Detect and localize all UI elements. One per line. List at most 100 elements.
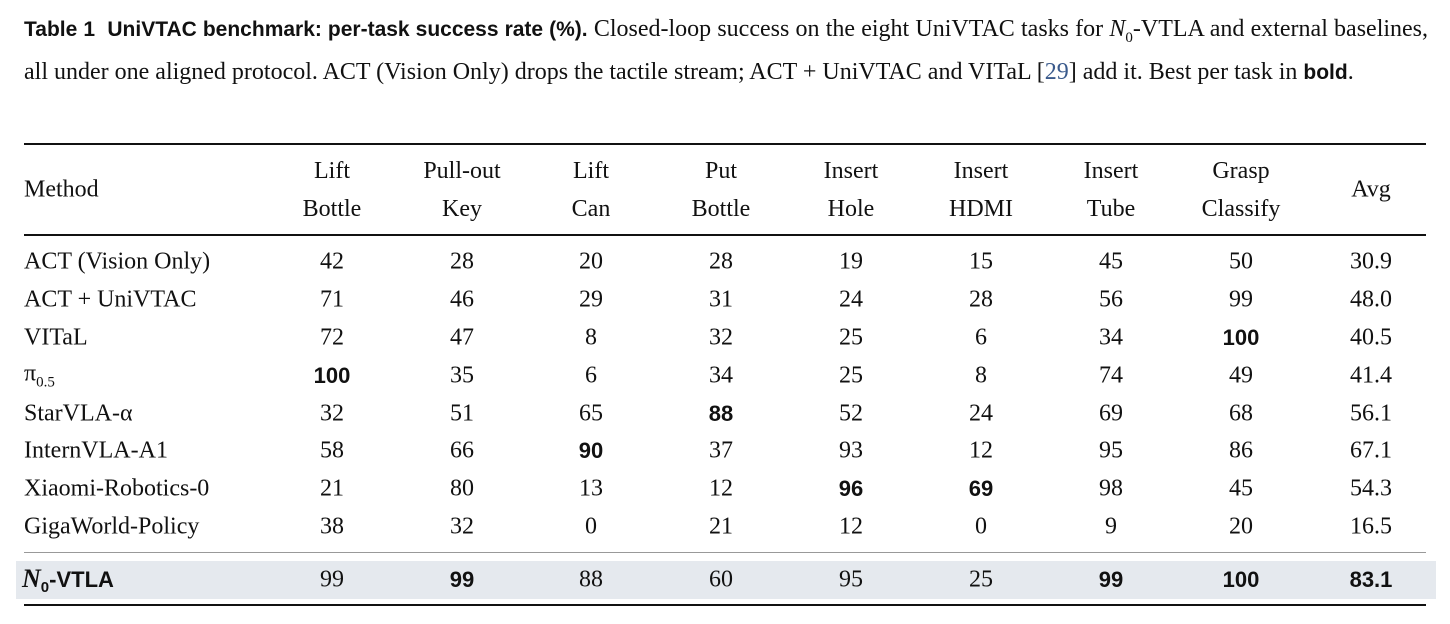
value-cell: 69 xyxy=(1099,400,1123,427)
value-cell: 71 xyxy=(320,286,344,313)
value-cell: 56 xyxy=(1099,286,1123,313)
value-cell-ours: 99 xyxy=(449,567,475,592)
header-line-1: Insert xyxy=(953,158,1009,184)
value-cell: 32 xyxy=(709,324,733,351)
method-cell: VITaL xyxy=(24,325,88,352)
method-label: π xyxy=(24,360,37,387)
header-line-1: Lift xyxy=(572,158,609,184)
value-cell: 37 xyxy=(709,437,733,464)
value-cell: 40.5 xyxy=(1350,324,1392,351)
table-header-rule xyxy=(24,234,1426,236)
value-cell: 16.5 xyxy=(1350,513,1392,540)
value-cell: 32 xyxy=(320,400,344,427)
header-col-8: Grasp Classify xyxy=(1202,152,1281,228)
method-cell: InternVLA-A1 xyxy=(24,438,168,465)
value-cell: 20 xyxy=(1229,513,1253,540)
value-cell: 24 xyxy=(839,286,863,313)
value-cell: 8 xyxy=(975,362,987,389)
value-cell: 31 xyxy=(709,286,733,313)
table-title: UniVTAC benchmark: per-task success rate… xyxy=(107,18,588,41)
ours-row-highlight xyxy=(16,561,1436,599)
value-cell: 15 xyxy=(969,248,993,275)
value-cell: 28 xyxy=(969,286,993,313)
header-col-7: Insert Tube xyxy=(1084,152,1139,228)
ours-suffix: -VTLA xyxy=(49,566,114,592)
value-cell: 38 xyxy=(320,513,344,540)
value-cell: 47 xyxy=(450,324,474,351)
method-label: VITaL xyxy=(24,324,88,351)
value-cell: 99 xyxy=(1229,286,1253,313)
method-label: GigaWorld-Policy xyxy=(24,513,200,540)
header-col-3: Lift Can xyxy=(572,152,611,228)
value-cell: 67.1 xyxy=(1350,437,1392,464)
header-line-1: Pull-out xyxy=(423,158,501,184)
table-separator-rule xyxy=(24,552,1426,553)
caption-text-1: Closed-loop success on the eight UniVTAC… xyxy=(593,16,1110,42)
method-cell: GigaWorld-Policy xyxy=(24,514,199,541)
value-cell: 54.3 xyxy=(1350,475,1392,502)
value-cell: 56.1 xyxy=(1350,400,1392,427)
value-cell: 96 xyxy=(838,476,864,501)
value-cell: 6 xyxy=(585,362,597,389)
header-line-1: Insert xyxy=(1083,158,1139,184)
caption-bold-word: bold xyxy=(1303,60,1348,84)
value-cell: 35 xyxy=(450,362,474,389)
method-cell: StarVLA-α xyxy=(24,401,133,428)
method-subscript: 0.5 xyxy=(36,374,55,391)
header-col-5: Insert Hole xyxy=(824,152,879,228)
method-label: ACT (Vision Only) xyxy=(24,248,211,275)
value-cell: 20 xyxy=(579,248,603,275)
header-line-1: Put xyxy=(704,158,738,184)
method-cell: π0.5 xyxy=(24,361,55,392)
value-cell-ours: 60 xyxy=(709,566,733,593)
value-cell: 80 xyxy=(450,475,474,502)
table-top-rule xyxy=(24,143,1426,145)
value-cell: 68 xyxy=(1229,400,1253,427)
citation-close: ] xyxy=(1068,58,1077,85)
value-cell: 13 xyxy=(579,475,603,502)
header-col-2: Pull-out Key xyxy=(423,152,500,228)
method-label: StarVLA-α xyxy=(24,400,133,427)
table-label: Table 1 xyxy=(24,18,95,41)
header-col-4: Put Bottle xyxy=(692,152,751,228)
caption-end: . xyxy=(1347,58,1354,85)
value-cell: 30.9 xyxy=(1350,248,1392,275)
citation-link[interactable]: 29 xyxy=(1044,58,1069,85)
header-line-2: Can xyxy=(571,196,611,222)
header-line-2: HDMI xyxy=(949,196,1013,222)
value-cell: 98 xyxy=(1099,475,1123,502)
header-line-1: Lift xyxy=(313,158,350,184)
method-label: Xiaomi-Robotics-0 xyxy=(24,475,210,502)
table-caption: Table 1 UniVTAC benchmark: per-task succ… xyxy=(24,12,1428,90)
value-cell: 21 xyxy=(709,513,733,540)
header-line-2: Bottle xyxy=(691,196,751,222)
value-cell: 90 xyxy=(578,438,604,463)
header-col-9: Avg xyxy=(1351,176,1391,203)
value-cell-ours: 95 xyxy=(839,566,863,593)
value-cell: 28 xyxy=(709,248,733,275)
citation-open: [ xyxy=(1036,58,1045,85)
model-subscript: 0 xyxy=(1125,29,1133,46)
value-cell-ours: 99 xyxy=(320,566,344,593)
header-method: Method xyxy=(24,176,99,203)
value-cell: 6 xyxy=(975,324,987,351)
method-label: ACT + UniVTAC xyxy=(24,286,197,313)
value-cell: 48.0 xyxy=(1350,286,1392,313)
method-label: InternVLA-A1 xyxy=(24,437,168,464)
value-cell: 12 xyxy=(709,475,733,502)
value-cell: 45 xyxy=(1099,248,1123,275)
value-cell: 12 xyxy=(839,513,863,540)
caption-text-2: -VTLA and external baselines, all under … xyxy=(24,16,1429,85)
value-cell: 42 xyxy=(320,248,344,275)
header-line-1: Grasp xyxy=(1212,158,1270,184)
ours-symbol: N xyxy=(22,563,41,593)
table-bottom-rule xyxy=(24,604,1426,606)
header-line-2: Hole xyxy=(827,196,875,222)
value-cell: 100 xyxy=(313,363,351,388)
value-cell: 32 xyxy=(450,513,474,540)
method-cell: ACT (Vision Only) xyxy=(24,249,210,276)
value-cell: 58 xyxy=(320,437,344,464)
value-cell: 12 xyxy=(969,437,993,464)
caption-text-3: add it. Best per task in xyxy=(1076,58,1304,85)
value-cell: 9 xyxy=(1105,513,1117,540)
